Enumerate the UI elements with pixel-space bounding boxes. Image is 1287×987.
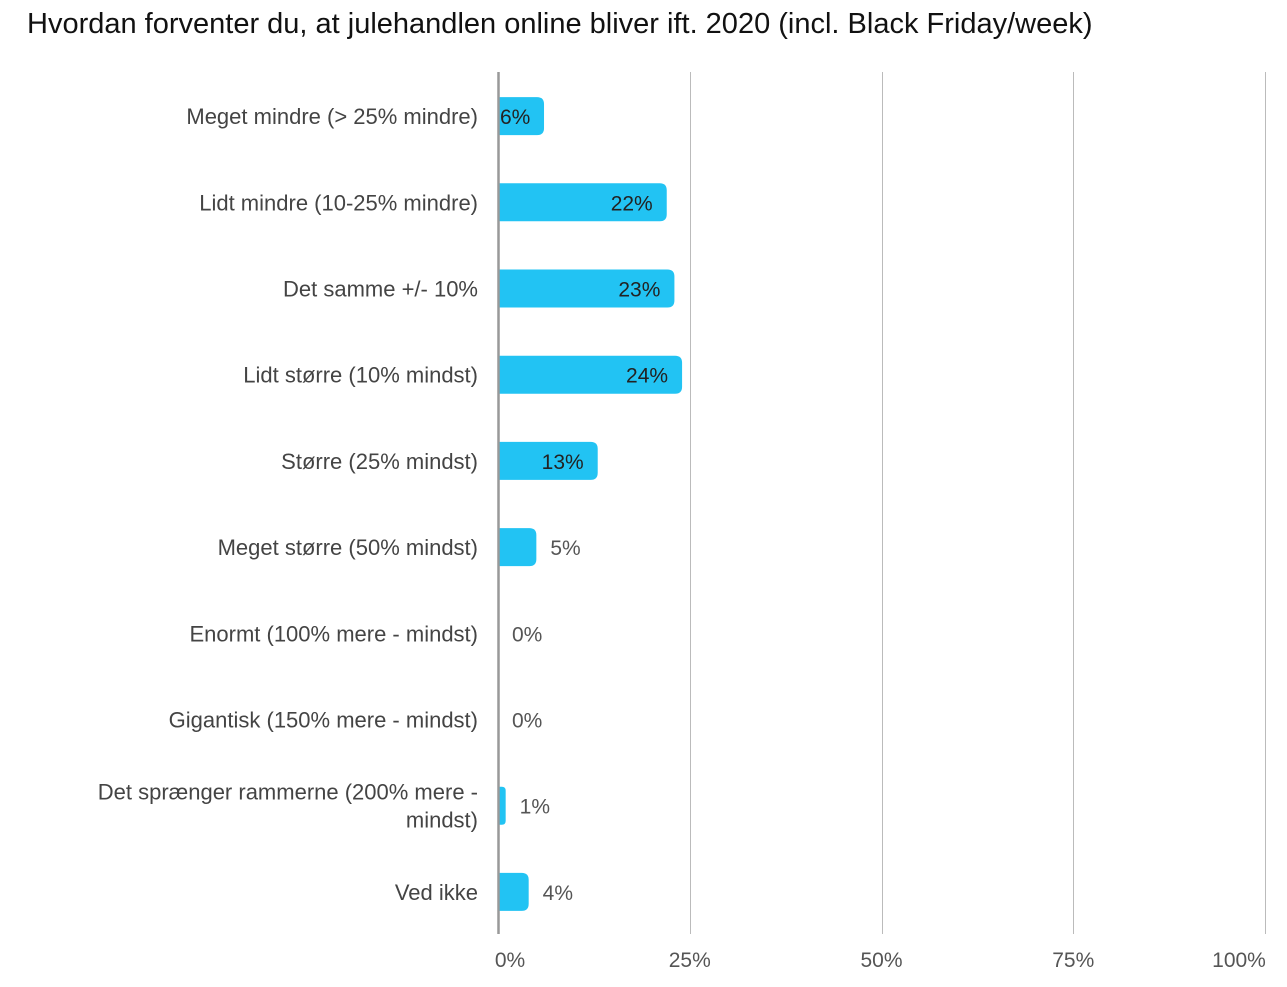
category-label: Lidt mindre (10-25% mindre) [199, 190, 478, 215]
data-label: 13% [542, 451, 584, 474]
data-label: 24% [626, 365, 668, 388]
bar [498, 355, 683, 394]
category-label: Enormt (100% mere - mindst) [189, 621, 478, 646]
x-tick-label: 25% [669, 949, 711, 972]
data-label: 6% [500, 106, 530, 129]
data-labels: 6% 22% 23% 24% 13% 5% 0% 0% 1% 4% [500, 106, 668, 905]
category-label: Meget mindre (> 25% mindre) [186, 104, 478, 129]
x-tick-label: 100% [1212, 949, 1266, 972]
data-label: 4% [543, 882, 573, 905]
x-tick-labels: 0% 25% 50% 75% 100% [495, 949, 1266, 972]
category-label: Det sprænger rammerne (200% mere -mindst… [98, 780, 478, 833]
bars [498, 97, 683, 911]
bar [498, 97, 545, 136]
category-label: Det samme +/- 10% [283, 277, 478, 302]
data-label: 0% [512, 710, 542, 733]
bar [498, 441, 598, 480]
category-labels: Meget mindre (> 25% mindre) Lidt mindre (… [98, 104, 478, 905]
chart-title: Hvordan forventer du, at julehandlen onl… [27, 8, 1093, 40]
bar [498, 528, 537, 567]
category-label: Større (25% mindst) [281, 449, 478, 474]
x-tick-label: 75% [1052, 949, 1094, 972]
category-label: Gigantisk (150% mere - mindst) [169, 708, 478, 733]
x-tick-label: 50% [860, 949, 902, 972]
data-label: 1% [520, 796, 550, 819]
category-label: Lidt større (10% mindst) [243, 363, 478, 388]
data-label: 5% [550, 537, 580, 560]
gridlines [690, 72, 1266, 934]
bar [498, 269, 675, 308]
category-label: Ved ikke [395, 880, 478, 905]
bar [498, 872, 529, 911]
data-label: 22% [611, 192, 653, 215]
x-tick-label: 0% [495, 949, 525, 972]
data-label: 0% [512, 623, 542, 646]
bar [498, 183, 667, 222]
category-label: Meget større (50% mindst) [218, 535, 478, 560]
bar [498, 786, 506, 825]
data-label: 23% [618, 279, 660, 302]
